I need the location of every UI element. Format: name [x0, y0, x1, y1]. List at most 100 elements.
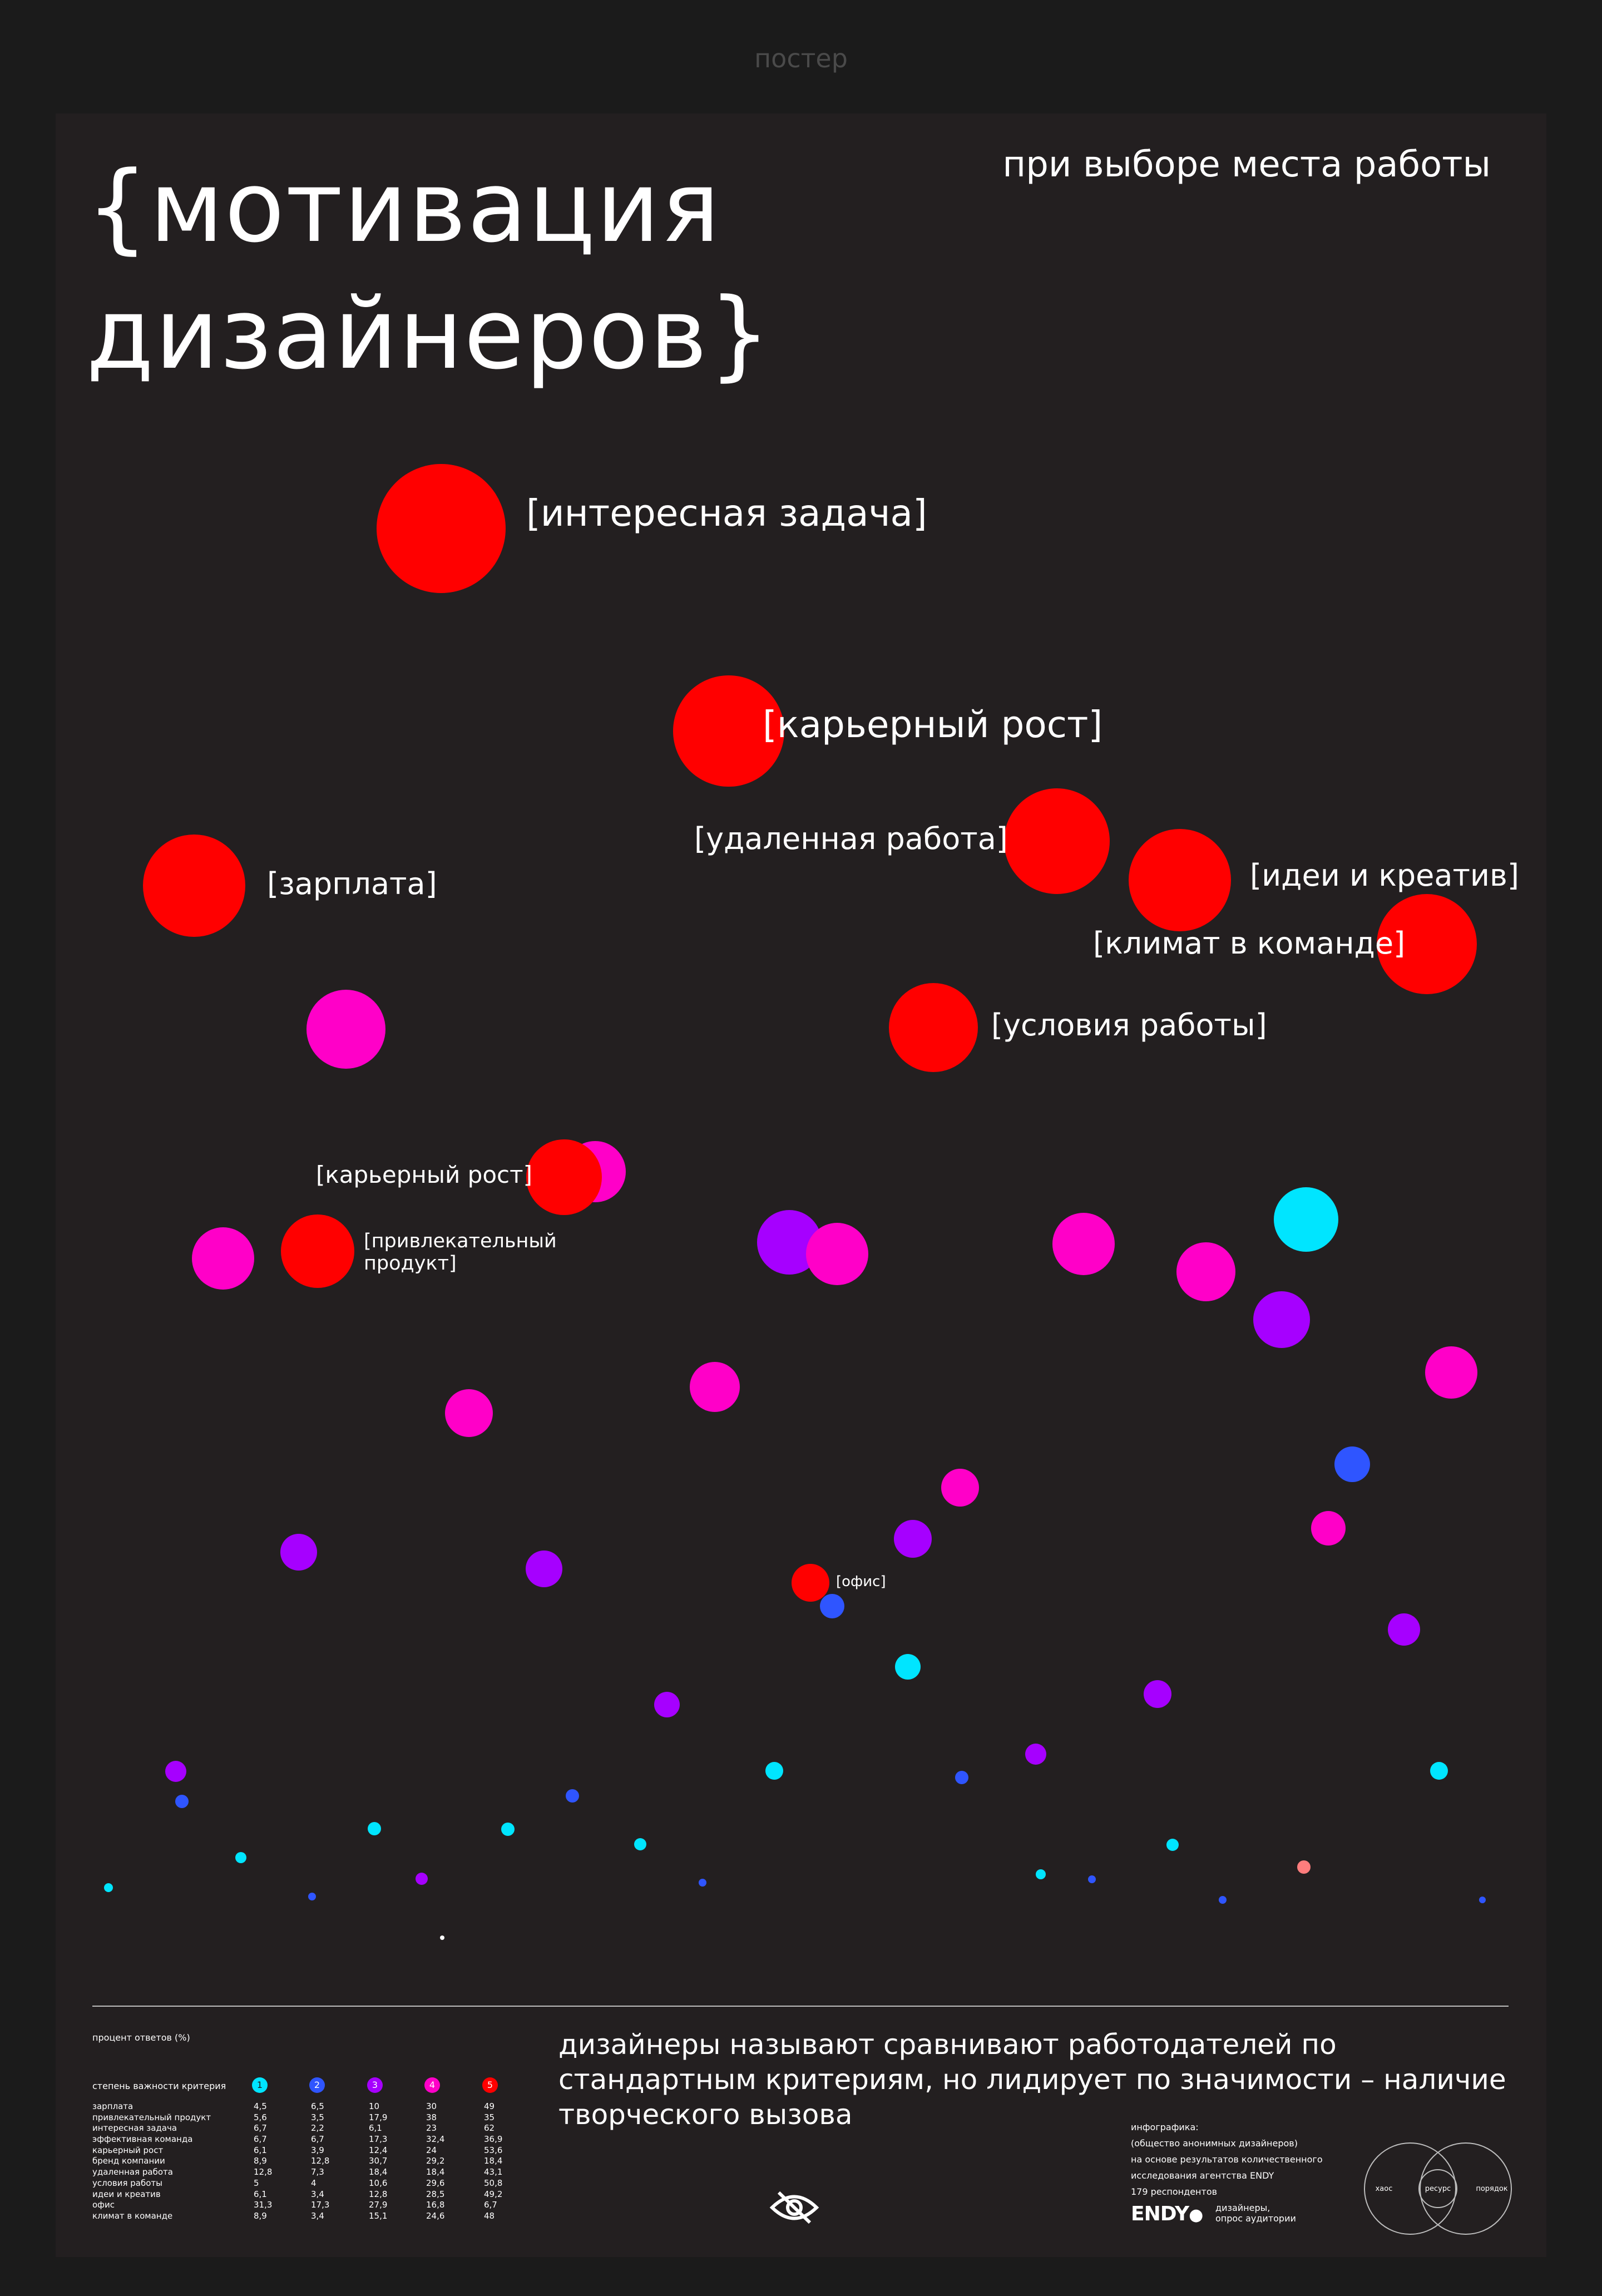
poster-title: {мотивация дизайнеров} [86, 144, 976, 398]
motivation-bubble [894, 1520, 932, 1558]
table-body: зарплата 4,5 6,5 10 30 49 привлекательный прод… [92, 2101, 548, 2222]
label-office: [офис] [836, 1573, 886, 1590]
motivation-bubble [1297, 1860, 1311, 1874]
row-value-level-2: 17,3 [311, 2200, 330, 2210]
level-5-dot: 5 [482, 2077, 498, 2093]
table-row: бренд компании 8,9 12,8 30,7 29,2 18,4 [92, 2156, 548, 2167]
motivation-bubble [143, 835, 245, 937]
motivation-bubble [1025, 1744, 1046, 1765]
label-attractive-product-line2: продукт] [364, 1252, 457, 1275]
row-value-level-4: 16,8 [426, 2200, 445, 2210]
motivation-bubble [1430, 1762, 1448, 1780]
table-row: интересная задача 6,7 2,2 6,1 23 62 [92, 2123, 548, 2134]
title-line-2: дизайнеров} [86, 277, 772, 391]
table-header: степень важности критерия 1 2 3 4 5 [92, 2077, 548, 2094]
label-remote-work: [удаленная работа] [694, 821, 1008, 856]
table-row: офис 31,3 17,3 27,9 16,8 6,7 [92, 2200, 548, 2211]
credits-line-4: исследования агентства ENDY [1131, 2170, 1274, 2181]
row-criterion: зарплата [92, 2101, 134, 2111]
row-value-level-2: 6,5 [311, 2101, 324, 2111]
label-attractive-product: [привлекательный продукт] [364, 1230, 557, 1275]
row-value-level-2: 3,4 [311, 2210, 324, 2221]
label-interesting-task: [интересная задача] [526, 492, 927, 535]
row-value-level-5: 36,9 [484, 2134, 503, 2145]
title-line-1: {мотивация [86, 150, 721, 264]
row-criterion: карьерный рост [92, 2145, 164, 2155]
label-career-growth-2: [карьерный рост] [316, 1161, 532, 1188]
row-value-level-3: 10 [369, 2101, 380, 2111]
motivation-bubble [192, 1227, 254, 1290]
motivation-bubble [526, 1551, 562, 1587]
motivation-bubble [306, 990, 385, 1069]
row-value-level-1: 4,5 [254, 2101, 267, 2111]
row-value-level-1: 6,1 [254, 2145, 267, 2155]
motivation-bubble [1088, 1875, 1096, 1883]
row-criterion: интересная задача [92, 2123, 177, 2134]
motivation-bubble [445, 1389, 493, 1437]
motivation-bubble [565, 1141, 626, 1202]
venn-circle-left [1364, 2142, 1456, 2235]
motivation-bubble [765, 1762, 783, 1780]
motivation-bubble [1219, 1896, 1227, 1904]
venn-circle-right [1420, 2142, 1512, 2235]
motivation-bubble [440, 1935, 444, 1940]
row-value-level-2: 3,9 [311, 2145, 324, 2155]
row-value-level-5: 43,1 [484, 2167, 503, 2178]
level-3-dot: 3 [367, 2077, 383, 2093]
row-criterion: офис [92, 2200, 115, 2210]
motivation-bubble [526, 1139, 602, 1215]
venn-label-center: ресурс [1425, 2185, 1451, 2193]
row-value-level-5: 49,2 [484, 2189, 503, 2199]
row-value-level-4: 29,6 [426, 2178, 445, 2188]
level-4-dot: 4 [424, 2077, 440, 2093]
row-value-level-4: 30 [426, 2101, 437, 2111]
motivation-bubble [1479, 1897, 1486, 1903]
row-value-level-3: 17,3 [369, 2134, 388, 2145]
motivation-bubble [1144, 1680, 1171, 1708]
label-attractive-product-line1: [привлекательный [364, 1230, 557, 1252]
motivation-bubble [820, 1594, 844, 1618]
motivation-bubble [792, 1564, 829, 1602]
motivation-bubble [280, 1534, 317, 1571]
row-value-level-1: 6,7 [254, 2123, 267, 2134]
row-value-level-5: 62 [484, 2123, 495, 2134]
motivation-bubble [634, 1838, 646, 1850]
motivation-bubble [1274, 1187, 1338, 1252]
row-value-level-1: 31,3 [254, 2200, 273, 2210]
row-value-level-1: 8,9 [254, 2210, 267, 2221]
row-value-level-4: 28,5 [426, 2189, 445, 2199]
row-value-level-5: 18,4 [484, 2156, 503, 2166]
row-value-level-2: 12,8 [311, 2156, 330, 2166]
row-value-level-1: 6,1 [254, 2189, 267, 2199]
row-value-level-4: 18,4 [426, 2167, 445, 2178]
motivation-bubble [1166, 1839, 1179, 1851]
motivation-bubble [175, 1795, 189, 1808]
importance-label: степень важности критерия [92, 2081, 226, 2091]
footer-divider [92, 2006, 1509, 2007]
motivation-bubble [1425, 1346, 1477, 1399]
row-criterion: климат в команде [92, 2210, 173, 2221]
row-criterion: идеи и креатив [92, 2189, 161, 2199]
motivation-bubble [699, 1879, 706, 1887]
motivation-bubble [1388, 1613, 1420, 1646]
table-row: эффективная команда 6,7 6,7 17,3 32,4 36,9 [92, 2134, 548, 2145]
motivation-bubble [165, 1761, 186, 1782]
row-value-level-3: 12,4 [369, 2145, 388, 2155]
label-career-growth: [карьерный рост] [763, 703, 1103, 746]
table-row: удаленная работа 12,8 7,3 18,4 18,4 43,1 [92, 2167, 548, 2178]
row-value-level-3: 12,8 [369, 2189, 388, 2199]
row-value-level-5: 53,6 [484, 2145, 503, 2155]
poster: {мотивация дизайнеров} при выборе места … [56, 113, 1546, 2257]
row-criterion: эффективная команда [92, 2134, 193, 2145]
row-value-level-3: 6,1 [369, 2123, 382, 2134]
row-criterion: условия работы [92, 2178, 162, 2188]
row-value-level-1: 5 [254, 2178, 259, 2188]
motivation-bubble [806, 1223, 868, 1285]
motivation-bubble [308, 1893, 316, 1900]
motivation-bubble [377, 464, 506, 593]
row-value-level-2: 4 [311, 2178, 317, 2188]
venn-diagram: хаос ресурс порядок [1364, 2142, 1512, 2235]
row-value-level-2: 3,4 [311, 2189, 324, 2199]
venn-circle-center [1418, 2169, 1457, 2208]
level-1-dot: 1 [252, 2077, 268, 2093]
